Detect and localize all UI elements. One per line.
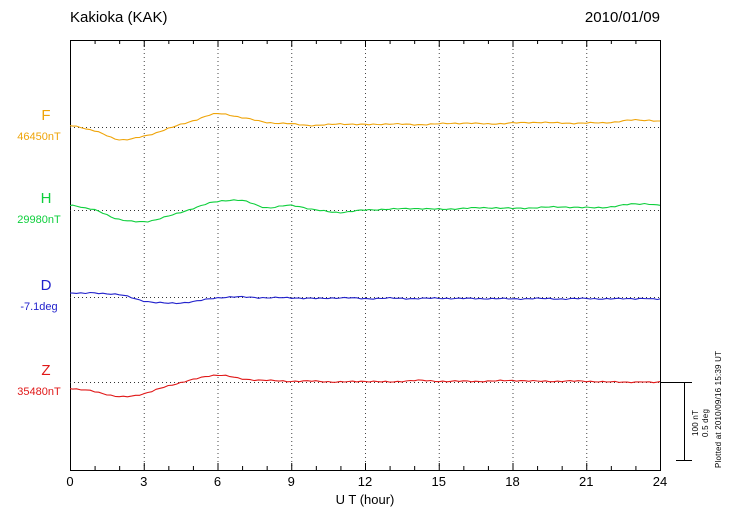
- x-tick-label-3: 3: [140, 474, 148, 489]
- x-tick-label-21: 21: [579, 474, 594, 489]
- trace-F: [69, 113, 660, 141]
- component-baseline-value-H: 29980nT: [17, 214, 61, 226]
- trace-Z: [69, 374, 661, 398]
- x-tick-label-24: 24: [652, 474, 668, 489]
- component-baseline-value-F: 46450nT: [17, 131, 61, 143]
- plotted-at-note: Plotted at 2010/09/16 15:39 UT: [714, 350, 723, 468]
- trace-H: [69, 199, 661, 223]
- station-title: Kakioka (KAK): [70, 9, 168, 26]
- scale-bar-nt-label: 100 nT: [691, 409, 700, 436]
- component-baseline-value-D: -7.1deg: [20, 301, 58, 313]
- x-tick-label-18: 18: [505, 474, 520, 489]
- x-tick-label-6: 6: [213, 474, 222, 489]
- x-tick-label-0: 0: [66, 474, 74, 489]
- component-name-F: F: [41, 107, 51, 124]
- plot-date: 2010/01/09: [584, 9, 660, 26]
- component-baseline-value-Z: 35480nT: [17, 386, 61, 398]
- x-tick-label-9: 9: [287, 474, 295, 489]
- trace-D: [69, 291, 661, 305]
- component-name-Z: Z: [41, 362, 51, 379]
- component-name-D: D: [40, 277, 52, 294]
- component-name-H: H: [40, 190, 52, 207]
- x-tick-label-15: 15: [431, 474, 446, 489]
- x-axis-title: U T (hour): [335, 492, 395, 507]
- x-tick-label-12: 12: [357, 474, 373, 489]
- scale-bar-deg-label: 0.5 deg: [701, 408, 710, 437]
